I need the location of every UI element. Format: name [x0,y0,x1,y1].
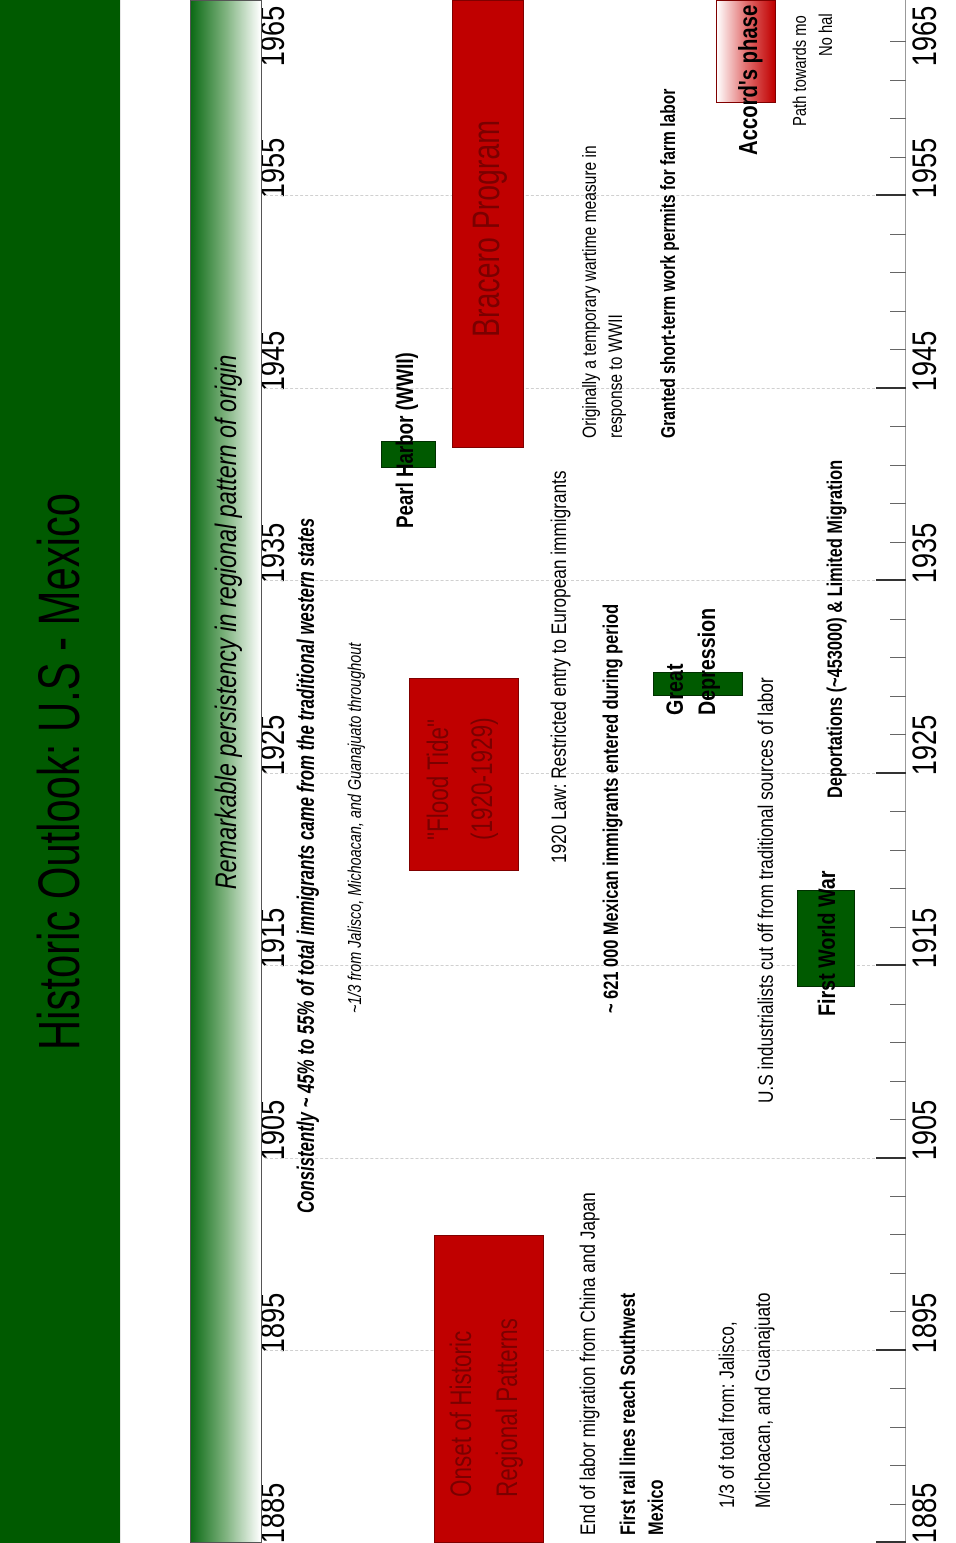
bottom-year-label-1965: 1965 [906,5,944,67]
tick-minor [890,619,906,620]
flood-tide-label-line2: (1920-1929) [466,717,499,840]
tick-1895 [876,1349,906,1351]
bottom-year-label-1925: 1925 [906,714,944,776]
flood-tide-label-line1: "Flood Tide" [422,718,455,840]
tick-minor [890,465,906,466]
one-third-throughout-note: ~1/3 from Jalisco, Michoacan, and Guanaj… [345,642,365,1013]
tick-minor [890,927,906,928]
tick-minor [890,1465,906,1466]
accords-phase-label: Accord's phase [733,4,763,155]
tick-minor [890,888,906,889]
bottom-year-label-1945: 1945 [906,330,944,392]
tick-minor [890,234,906,235]
tick-minor [890,1042,906,1043]
tick-minor [890,850,906,851]
bottom-year-label-1885: 1885 [906,1482,944,1543]
tick-minor [890,1311,906,1312]
tick-1935 [876,579,906,581]
tick-1905 [876,1157,906,1159]
granted-note: Granted short-term work permits for farm… [658,88,680,438]
flood-tide-box: "Flood Tide" (1920-1929) [409,678,519,871]
tick-minor [890,1427,906,1428]
bracero-program-box: Bracero Program [452,0,524,448]
gridline-1895 [265,1350,875,1351]
title-band: Historic Outlook: U.S - Mexico [0,0,121,1543]
tick-minor [890,542,906,543]
great-depression-label-line1: Great [662,663,689,715]
gridline-1945 [265,388,875,389]
tick-minor [890,657,906,658]
bottom-year-label-1955: 1955 [906,137,944,199]
tick-1955 [876,194,906,196]
tick-minor [890,80,906,81]
first-world-war-label: First World War [814,870,841,1016]
law-1920-note: 1920 Law: Restricted entry to European i… [548,470,571,863]
originally-note-line1: Originally a temporary wartime measure i… [580,145,601,438]
deportations-note: Deportations (~453000) & Limited Migrati… [824,459,847,798]
bottom-year-label-1905: 1905 [906,1099,944,1161]
third-note-line1: 1/3 of total from: Jalisco, [716,1321,739,1508]
tick-minor [890,41,906,42]
tick-1915 [876,964,906,966]
third-note-line2: Michoacan, and Guanajuato [752,1292,775,1508]
immigrants-621000-note: ~ 621 000 Mexican immigrants entered dur… [600,603,623,1013]
end-labor-note: End of labor migration from China and Ja… [577,1192,600,1535]
tick-minor [890,311,906,312]
tick-minor [890,272,906,273]
tick-minor [890,157,906,158]
pearl-harbor-label: Pearl Harbor (WWII) [392,352,419,528]
tick-minor [890,118,906,119]
onset-label-line2: Regional Patterns [491,1318,524,1497]
tick-minor [890,1119,906,1120]
tick-minor [890,1504,906,1505]
tick-1945 [876,387,906,389]
onset-box: Onset of Historic Regional Patterns [434,1235,544,1543]
tick-1925 [876,772,906,774]
gridline-1955 [265,195,875,196]
persistence-text: Remarkable persistency in regional patte… [210,354,243,890]
onset-label-line1: Onset of Historic [445,1330,478,1497]
gridline-1905 [265,1158,875,1159]
persistence-band: Remarkable persistency in regional patte… [190,0,262,1543]
tick-minor [890,1273,906,1274]
industrialists-note: U.S industrialists cut off from traditio… [755,677,778,1103]
rail-note-line2: Mexico [645,1479,668,1535]
consistently-note: Consistently ~ 45% to 55% of total immig… [293,517,320,1213]
tick-minor [890,1004,906,1005]
tick-minor [890,1081,906,1082]
tick-minor [890,734,906,735]
originally-note-line2: response to WWII [606,314,627,438]
tick-minor [890,349,906,350]
tick-minor [890,696,906,697]
tick-minor [890,503,906,504]
tick-minor [890,426,906,427]
tick-minor [890,1388,906,1389]
great-depression-label-line2: Depression [694,607,721,715]
bracero-program-label: Bracero Program [466,120,508,337]
bottom-year-label-1935: 1935 [906,522,944,584]
rail-note-line1: First rail lines reach Southwest [617,1292,640,1535]
tick-minor [890,1196,906,1197]
path-note-line1: Path towards mo [790,15,810,126]
bottom-year-label-1915: 1915 [906,907,944,969]
bottom-year-label-1895: 1895 [906,1292,944,1354]
top-year-axis: 1885 1895 1905 1915 1925 1935 1945 1955 … [122,0,292,1543]
tick-minor [890,1234,906,1235]
page-title: Historic Outlook: U.S - Mexico [27,493,92,1050]
tick-minor [890,811,906,812]
path-note-line2: No hal [816,13,836,56]
